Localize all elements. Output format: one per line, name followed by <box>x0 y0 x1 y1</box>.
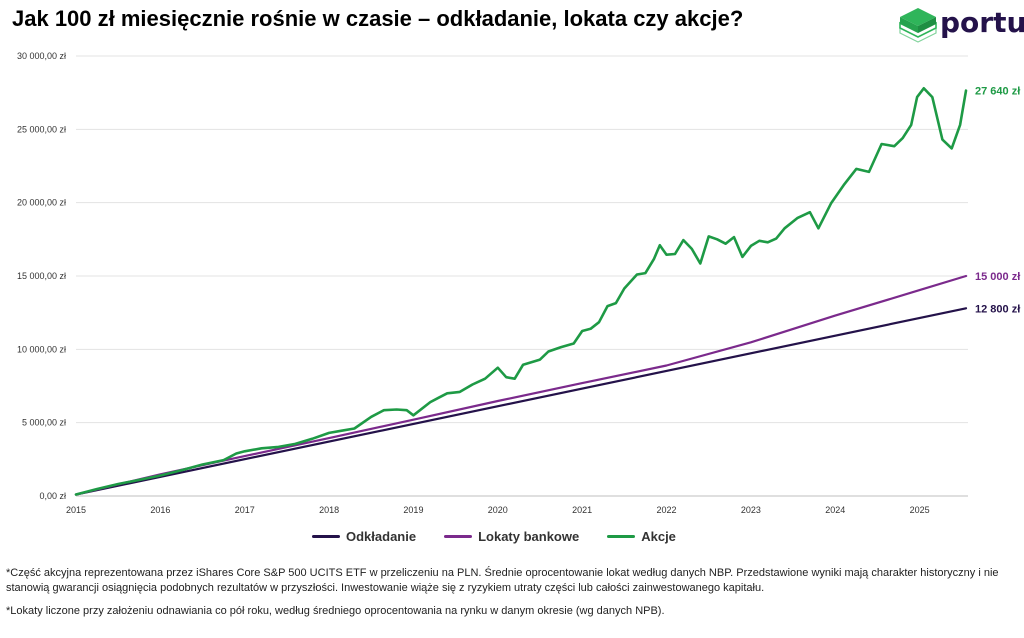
series-line-odkładanie <box>74 307 968 496</box>
cube-stack-icon <box>899 8 937 43</box>
legend-label: Lokaty bankowe <box>478 529 580 544</box>
legend-item-odkladanie: Odkładanie <box>312 529 416 544</box>
y-tick-label: 5 000,00 zł <box>22 418 66 428</box>
y-axis-ticks: 0,00 zł 5 000,00 zł 10 000,00 zł 15 000,00 … <box>17 51 66 501</box>
x-tick-label: 2023 <box>741 505 761 515</box>
line-chart: 0,00 zł 5 000,00 zł 10 000,00 zł 15 000,00 … <box>17 51 1020 515</box>
y-tick-label: 20 000,00 zł <box>17 198 66 208</box>
legend-swatch <box>444 535 473 538</box>
series-line-akcje <box>74 87 968 496</box>
portu-logo: portu <box>898 6 1024 46</box>
legend-swatch <box>607 535 636 538</box>
end-value-label: 12 800 zł <box>975 303 1020 315</box>
y-tick-label: 10 000,00 zł <box>17 344 66 354</box>
legend-item-akcje: Akcje <box>607 529 676 544</box>
end-value-label: 27 640 zł <box>975 86 1020 98</box>
x-tick-label: 2022 <box>657 505 677 515</box>
y-tick-label: 15 000,00 zł <box>17 271 66 281</box>
end-value-label: 15 000 zł <box>975 271 1020 283</box>
x-tick-label: 2015 <box>66 505 86 515</box>
legend-label: Odkładanie <box>346 529 417 544</box>
legend-swatch <box>312 535 340 538</box>
legend: Odkładanie Lokaty bankowe Akcje <box>312 529 676 544</box>
series-line-lokaty-bankowe <box>74 274 968 496</box>
x-tick-label: 2025 <box>910 505 930 515</box>
y-tick-label: 30 000,00 zł <box>17 51 66 61</box>
grid-lines <box>76 55 968 424</box>
footnote-etf: *Część akcyjna reprezentowana przez iSha… <box>6 567 999 594</box>
series-lines <box>74 87 968 496</box>
x-tick-label: 2021 <box>572 505 592 515</box>
page-title: Jak 100 zł miesięcznie rośnie w czasie –… <box>12 6 744 31</box>
footnote-lokaty: *Lokaty liczone przy założeniu odnawiani… <box>6 605 665 617</box>
x-axis-ticks: 2015 2016 2017 2018 2019 2020 2021 2022 2023 2024… <box>66 505 930 515</box>
y-tick-label: 0,00 zł <box>39 491 66 501</box>
x-tick-label: 2019 <box>403 505 423 515</box>
end-labels: 12 800 zł 15 000 zł 27 640 zł <box>975 86 1020 316</box>
x-tick-label: 2020 <box>488 505 508 515</box>
legend-item-lokaty: Lokaty bankowe <box>444 529 579 544</box>
y-tick-label: 25 000,00 zł <box>17 124 66 134</box>
x-tick-label: 2016 <box>150 505 170 515</box>
x-tick-label: 2017 <box>235 505 255 515</box>
legend-label: Akcje <box>641 529 676 544</box>
x-tick-label: 2024 <box>825 505 845 515</box>
x-tick-label: 2018 <box>319 505 339 515</box>
logo-wordmark: portu <box>940 6 1024 39</box>
